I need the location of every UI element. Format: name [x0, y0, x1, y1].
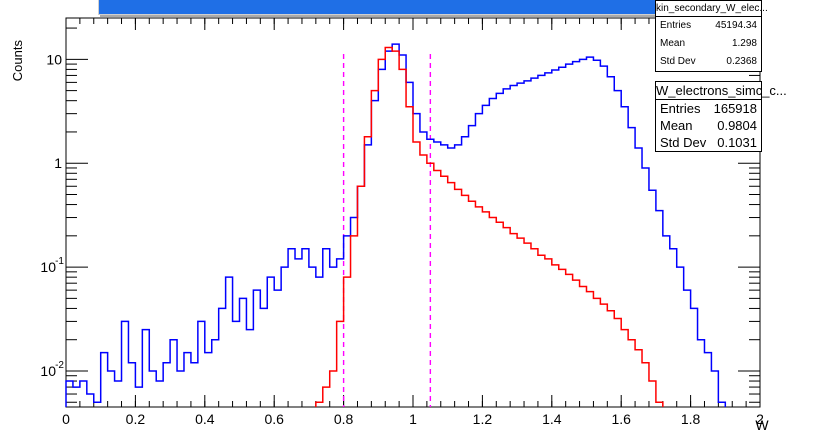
- red-histogram-series: [315, 46, 664, 407]
- stats-label: Std Dev: [660, 56, 696, 67]
- cut-lines-layer: [342, 54, 432, 407]
- stats-row-stddev: Std Dev 0.2368: [656, 53, 761, 71]
- blue-histogram-series: [65, 43, 727, 407]
- stats-row-mean: Mean 1.298: [656, 35, 761, 53]
- stats-value: 0.1031: [717, 135, 757, 150]
- stats-box-kin-secondary: kin_secondary_W_elec... Entries 45194.34…: [655, 0, 768, 72]
- x-tick-label: 2: [756, 411, 764, 427]
- stats-value: 0.2368: [726, 56, 757, 67]
- stats-label: Mean: [660, 118, 693, 133]
- stats-value: 0.9804: [717, 118, 757, 133]
- stats-box-w-electrons-simc: W_electrons_simc_c... Entries 165918 Mea…: [655, 81, 787, 152]
- x-tick-label: 1.8: [681, 411, 701, 427]
- stats-row-stddev: Std Dev 0.1031: [656, 134, 761, 151]
- y-tick-exponent: -2: [55, 360, 64, 371]
- y-tick-label: 10: [46, 51, 62, 67]
- stats-label: Mean: [660, 38, 686, 49]
- stats-value: 1.298: [731, 38, 757, 49]
- y-tick-label: 1: [54, 155, 62, 171]
- y-tick-label: 10: [40, 259, 56, 275]
- x-tick-label: 0.6: [264, 411, 284, 427]
- stats-value: 45194.34: [715, 20, 757, 31]
- x-tick-label: 0.4: [195, 411, 215, 427]
- y-axis-label: Counts: [10, 40, 25, 82]
- stats-title: W_electrons_simc_c...: [656, 83, 787, 100]
- x-axis-label: W: [755, 417, 769, 433]
- series-layer: [65, 43, 727, 407]
- stats-row-mean: Mean 0.9804: [656, 117, 761, 134]
- stats-title: kin_secondary_W_elec...: [656, 1, 768, 17]
- stats-label: Std Dev: [660, 135, 707, 150]
- y-tick-exponent: -1: [55, 256, 64, 267]
- stats-label: Entries: [660, 101, 701, 116]
- stats-row-entries: Entries 165918: [656, 100, 761, 117]
- x-tick-label: 0: [62, 411, 70, 427]
- x-tick-label: 1: [409, 411, 417, 427]
- x-tick-label: 0.8: [334, 411, 354, 427]
- x-tick-label: 0.2: [126, 411, 146, 427]
- x-tick-label: 1.4: [542, 411, 562, 427]
- x-tick-label: 1.6: [611, 411, 631, 427]
- x-tick-label: 1.2: [473, 411, 493, 427]
- y-tick-label: 10: [40, 363, 56, 379]
- stats-label: Entries: [660, 20, 692, 31]
- stats-value: 165918: [713, 101, 757, 116]
- stats-row-entries: Entries 45194.34: [656, 17, 761, 35]
